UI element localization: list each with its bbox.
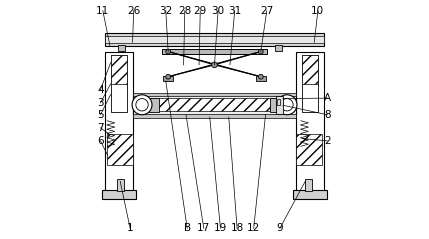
Bar [162, 49, 267, 54]
Text: 17: 17 [197, 223, 211, 233]
Bar [275, 45, 282, 51]
Text: 30: 30 [211, 6, 225, 16]
Text: 26: 26 [127, 6, 140, 16]
Text: 7: 7 [97, 123, 104, 133]
Text: 32: 32 [159, 6, 172, 16]
Bar [276, 96, 283, 114]
Bar [111, 55, 127, 84]
Bar [117, 179, 124, 191]
Text: 2: 2 [324, 136, 331, 146]
Text: 11: 11 [96, 6, 109, 16]
Bar [149, 98, 159, 112]
Bar [302, 55, 318, 84]
Text: 31: 31 [228, 6, 242, 16]
Circle shape [281, 99, 293, 111]
Text: 4: 4 [97, 85, 104, 95]
Text: 18: 18 [230, 223, 244, 233]
Circle shape [211, 62, 218, 68]
Text: 9: 9 [277, 223, 283, 233]
Bar [111, 55, 127, 112]
Bar [133, 93, 296, 97]
Text: 27: 27 [260, 6, 273, 16]
Bar [163, 76, 173, 81]
Text: 19: 19 [214, 223, 227, 233]
Bar [105, 52, 133, 193]
Bar [142, 98, 287, 111]
Text: 8: 8 [324, 110, 331, 120]
Bar [256, 76, 266, 81]
Text: 29: 29 [193, 6, 207, 16]
Bar [277, 99, 280, 105]
Circle shape [166, 49, 171, 54]
Text: A: A [324, 93, 331, 103]
Bar [107, 134, 133, 165]
Text: 3: 3 [97, 98, 104, 108]
Bar [305, 179, 312, 191]
Text: 6: 6 [97, 136, 104, 146]
Circle shape [136, 99, 148, 111]
Bar [105, 33, 324, 46]
Text: 28: 28 [178, 6, 191, 16]
Circle shape [132, 95, 152, 115]
Bar [302, 55, 318, 112]
Bar [270, 98, 280, 112]
Text: 1: 1 [127, 223, 133, 233]
Text: 12: 12 [247, 223, 260, 233]
Circle shape [258, 74, 263, 79]
Text: B: B [184, 223, 191, 233]
Bar [293, 190, 326, 199]
Circle shape [258, 49, 263, 54]
Text: 10: 10 [311, 6, 324, 16]
Circle shape [277, 95, 297, 115]
Bar [133, 114, 296, 118]
Bar [133, 95, 296, 115]
Bar [296, 134, 322, 165]
Bar [105, 36, 324, 43]
Bar [296, 52, 324, 193]
Bar [103, 190, 136, 199]
Bar [118, 45, 125, 51]
Circle shape [166, 74, 171, 79]
Text: 5: 5 [97, 110, 104, 120]
